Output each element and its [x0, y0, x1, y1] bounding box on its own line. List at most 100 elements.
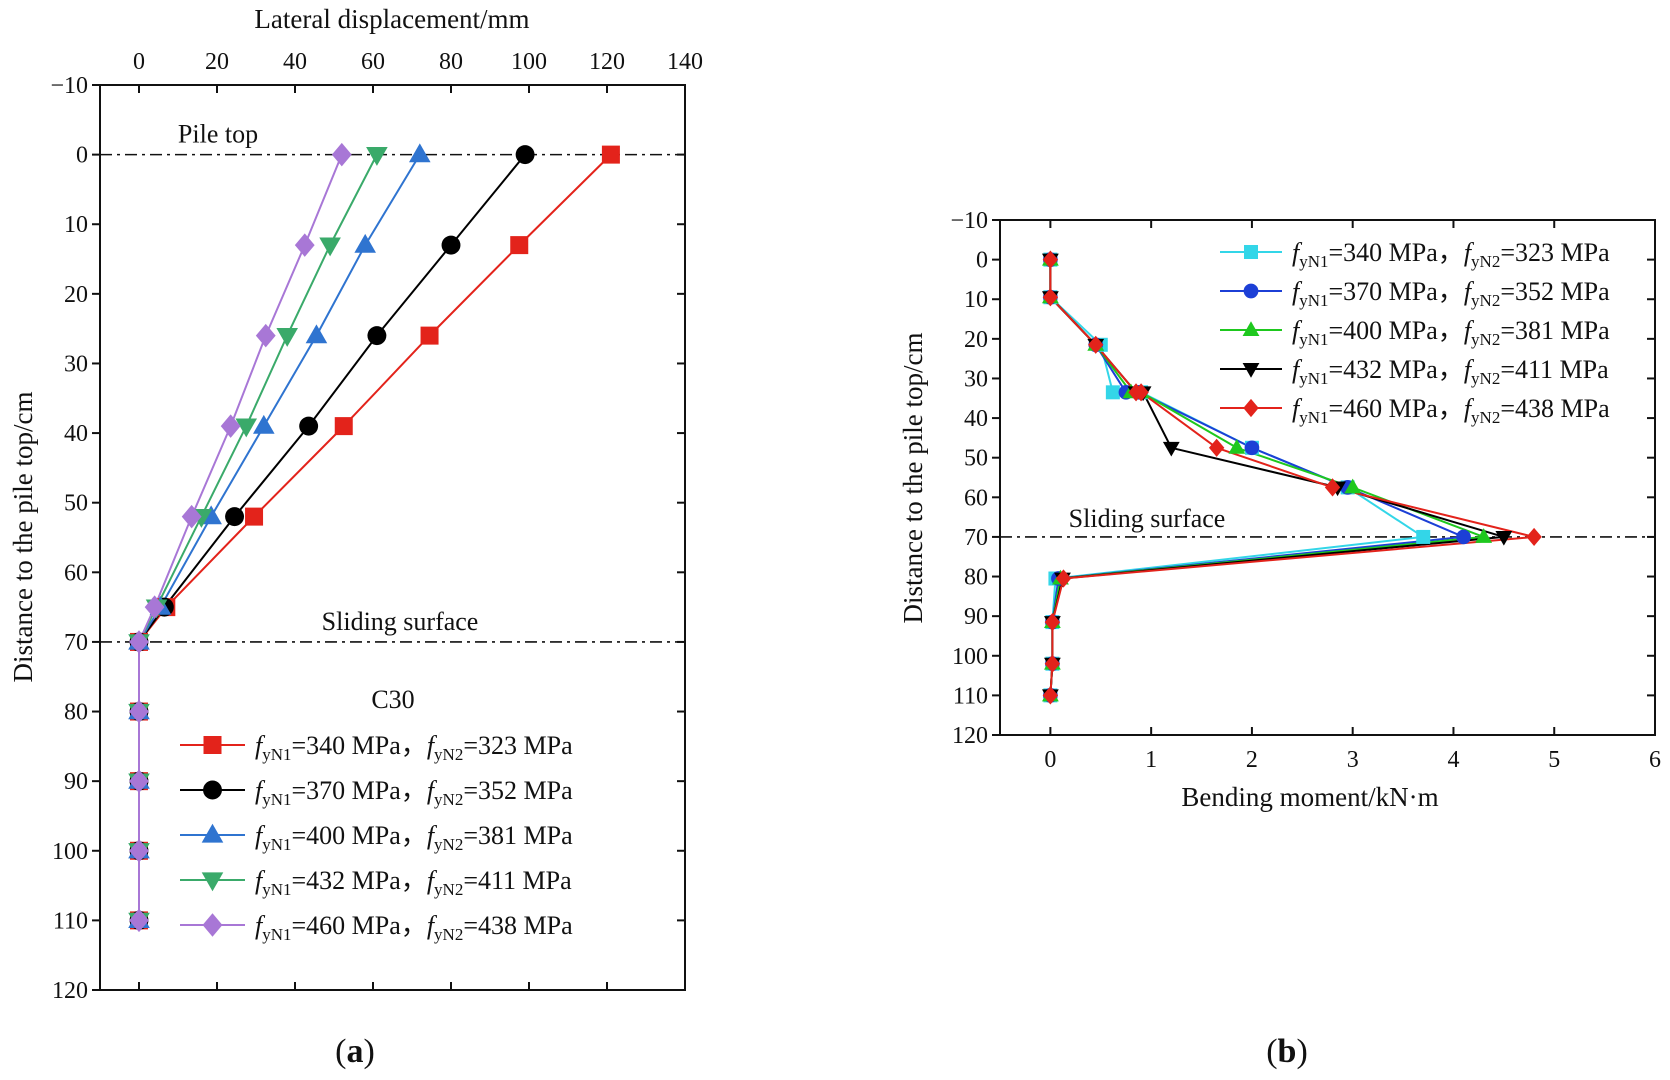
panel-a-y-axis-title: Distance to the pile top/cm: [8, 392, 38, 683]
b-y-tick-label: 40: [964, 406, 988, 432]
b-x-tick-label: 5: [1548, 747, 1560, 773]
a-data-point-0: [601, 145, 620, 164]
a-y-tick-label: −10: [50, 73, 88, 99]
a-x-tick-label: 60: [361, 49, 385, 75]
b-data-point-4: [1042, 288, 1059, 307]
a-data-point-4: [144, 595, 165, 619]
b-y-tick-label: 30: [964, 366, 988, 392]
a-legend-marker-4: [202, 913, 223, 937]
a-data-point-1: [225, 507, 244, 527]
a-x-tick-label: 0: [133, 49, 145, 75]
a-data-point-4: [129, 839, 149, 863]
b-legend-marker-2: [1242, 321, 1260, 336]
a-data-point-4: [331, 142, 352, 167]
a-data-point-4: [129, 699, 149, 724]
b-x-tick-label: 6: [1649, 747, 1661, 773]
b-data-point-4: [1526, 527, 1542, 547]
b-data-point-0: [1105, 385, 1120, 400]
a-legend-label-0: fyN1=340 MPa，fyN2=323 MPa: [255, 731, 573, 764]
b-y-tick-label: 20: [964, 327, 988, 353]
b-data-point-2: [1344, 478, 1362, 494]
a-data-point-0: [420, 326, 439, 345]
b-x-tick-label: 2: [1246, 747, 1258, 773]
a-legend-marker-3: [201, 872, 224, 892]
b-reference-label: Sliding surface: [1069, 504, 1226, 533]
a-data-point-4: [129, 769, 149, 793]
a-x-tick-label: 120: [589, 49, 625, 75]
a-data-point-4: [255, 323, 276, 348]
b-y-tick-label: 120: [952, 723, 988, 749]
panel-b-legend: fyN1=340 MPa，fyN2=323 MPa fyN1=370 MPa，fy…: [1220, 238, 1610, 427]
a-data-point-1: [299, 416, 319, 436]
a-data-point-3: [319, 237, 341, 257]
b-data-point-0: [1416, 529, 1431, 544]
a-legend-marker-1: [203, 780, 222, 800]
a-data-point-4: [220, 414, 241, 438]
a-data-point-2: [409, 143, 431, 163]
b-legend-marker-3: [1242, 363, 1260, 378]
b-y-tick-label: 110: [953, 683, 988, 709]
a-y-tick-label: 30: [64, 351, 88, 377]
a-x-tick-label: 100: [511, 49, 547, 75]
b-legend-marker-0: [1244, 245, 1258, 259]
b-y-tick-label: 100: [952, 644, 988, 670]
b-y-tick-label: 50: [964, 446, 988, 472]
b-data-point-3: [1162, 441, 1180, 457]
a-data-point-0: [334, 417, 353, 436]
a-legend-label-2: fyN1=400 MPa，fyN2=381 MPa: [255, 821, 573, 854]
a-data-point-4: [129, 630, 149, 654]
a-legend-label-4: fyN1=460 MPa，fyN2=438 MPa: [255, 911, 573, 944]
panel-b: −10 0 10 20 30 40 50 60 70 80 90 100 110 120 0 1 2 3 4 5 6 S…: [898, 208, 1661, 1070]
panel-b-x-axis-title: Bending moment/kN·m: [1181, 782, 1438, 812]
b-legend-marker-1: [1243, 283, 1259, 299]
a-y-tick-label: 40: [64, 421, 88, 447]
a-data-point-1: [515, 145, 535, 165]
a-y-tick-label: 60: [64, 560, 88, 586]
b-y-tick-label: 0: [976, 248, 988, 274]
a-data-point-1: [441, 235, 461, 255]
b-data-point-4: [1088, 335, 1104, 354]
b-data-point-4: [1055, 569, 1072, 588]
a-y-tick-label: 120: [52, 978, 88, 1004]
panel-b-label: (b): [1266, 1033, 1308, 1070]
a-data-point-0: [245, 507, 264, 526]
a-reference-label: Sliding surface: [322, 607, 479, 636]
a-x-tick-label: 80: [439, 49, 463, 75]
a-y-tick-label: 50: [64, 491, 88, 517]
a-y-tick-label: 0: [76, 143, 88, 169]
b-legend-label-2: fyN1=400 MPa，fyN2=381 MPa: [1292, 316, 1610, 349]
b-data-point-4: [1044, 654, 1061, 673]
b-data-point-4: [1044, 612, 1061, 632]
a-data-point-4: [129, 908, 149, 933]
b-data-point-4: [1208, 438, 1225, 457]
a-data-point-2: [305, 324, 328, 344]
a-legend-title: C30: [371, 685, 414, 714]
a-data-point-4: [294, 233, 315, 257]
a-y-tick-label: 100: [52, 839, 88, 865]
a-legend-marker-2: [201, 823, 224, 843]
a-legend-marker-0: [203, 736, 222, 754]
panel-a-label: (a): [335, 1033, 375, 1070]
a-y-tick-label: 80: [64, 700, 88, 726]
a-y-tick-label: 110: [53, 908, 88, 934]
b-data-point-1: [1244, 440, 1260, 456]
a-data-point-3: [366, 146, 388, 166]
a-x-tick-label: 20: [205, 49, 229, 75]
a-reference-label: Pile top: [178, 120, 258, 149]
a-legend-label-3: fyN1=432 MPa，fyN2=411 MPa: [255, 866, 572, 899]
b-data-point-4: [1133, 383, 1149, 402]
panel-a: −10 0 10 20 30 40 50 60 70 80 90 100 110 120 0 20 40 60 80…: [8, 4, 703, 1070]
b-y-tick-label: 10: [964, 287, 988, 313]
panel-b-y-axis-title: Distance to the pile top/cm: [898, 333, 928, 624]
a-legend-label-1: fyN1=370 MPa，fyN2=352 MPa: [255, 776, 573, 809]
a-y-tick-label: 20: [64, 282, 88, 308]
a-data-point-2: [354, 233, 376, 253]
a-x-tick-label: 40: [283, 49, 307, 75]
b-legend-label-4: fyN1=460 MPa，fyN2=438 MPa: [1292, 394, 1610, 427]
a-y-tick-label: 90: [64, 769, 88, 795]
b-legend-label-3: fyN1=432 MPa，fyN2=411 MPa: [1292, 355, 1609, 388]
panel-a-legend: C30 fyN1=340 MPa，fyN2=323 MPa fyN1=370 MPa…: [180, 685, 573, 944]
a-data-point-3: [276, 327, 298, 347]
panel-b-label-letter: b: [1278, 1033, 1297, 1070]
